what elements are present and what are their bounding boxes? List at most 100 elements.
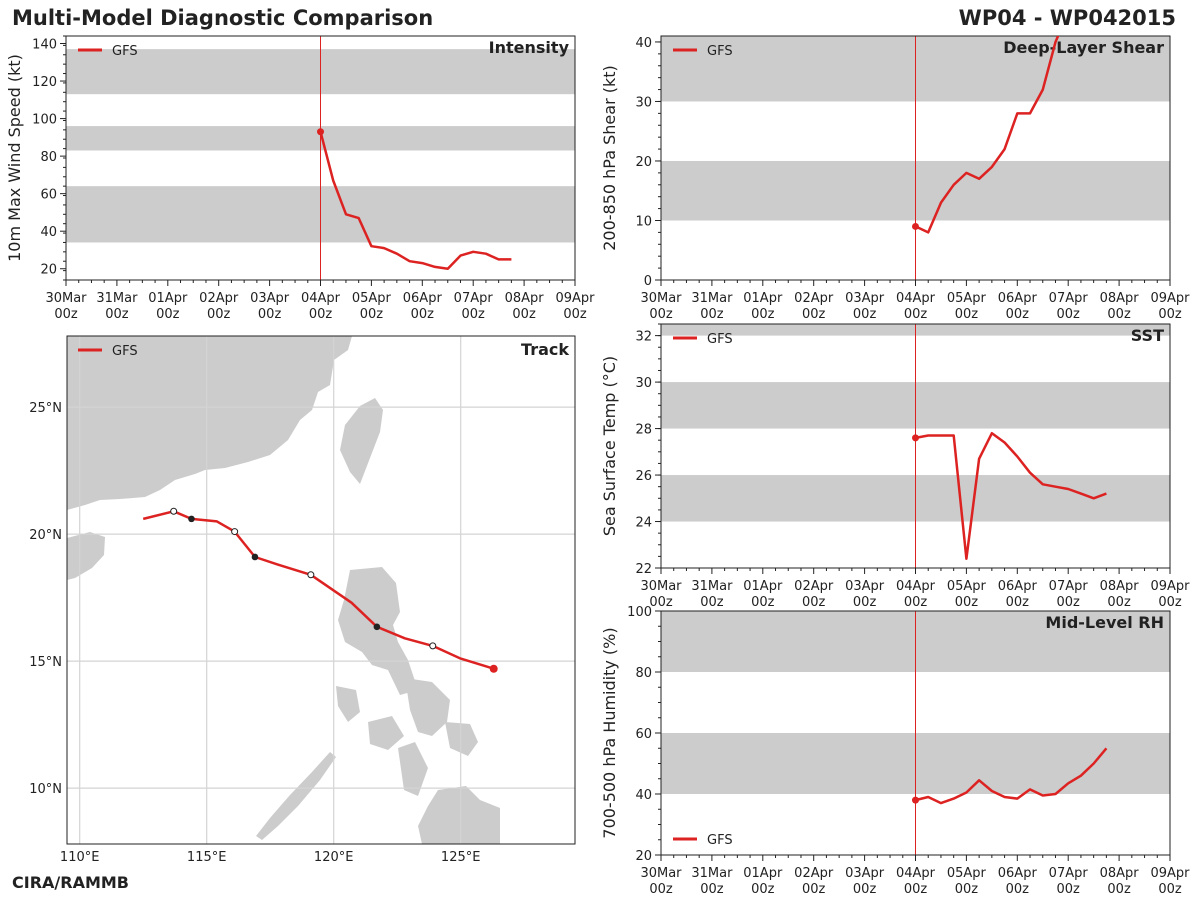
rh-xtick-hour: 00z (751, 882, 775, 897)
intensity-xtick-date: 07Apr (454, 291, 494, 306)
shear-xtick-hour: 00z (700, 307, 724, 322)
sst-xtick-date: 05Apr (947, 579, 987, 594)
rh-xtick-date: 06Apr (998, 866, 1038, 881)
intensity-xtick-hour: 00z (54, 307, 78, 322)
land-visayas (405, 678, 450, 736)
shear-xtick-hour: 00z (1107, 307, 1131, 322)
sst-title: SST (1131, 326, 1164, 345)
rh-xtick-date: 02Apr (794, 866, 834, 881)
shear-init-point (912, 222, 919, 230)
rh-xtick-hour: 00z (802, 882, 826, 897)
intensity-xtick-date: 05Apr (352, 291, 392, 306)
credit-label: CIRA/RAMMB (12, 873, 129, 892)
track-land-layer (67, 336, 500, 844)
intensity-title: Intensity (489, 38, 570, 57)
rh-xtick-hour: 00z (1107, 882, 1131, 897)
rh-series-gfs (915, 747, 1108, 805)
shear-xtick-date: 03Apr (845, 291, 885, 306)
intensity-xtick-date: 04Apr (301, 291, 341, 306)
sst-xtick-hour: 00z (751, 595, 775, 610)
rh-xtick-hour: 00z (853, 882, 877, 897)
intensity-ytick-label: 60 (40, 188, 57, 203)
shear-xtick-hour: 00z (802, 307, 826, 322)
land-taiwan (340, 398, 383, 484)
intensity-xtick-hour: 00z (462, 307, 486, 322)
rh-xtick-date: 03Apr (845, 866, 885, 881)
track-start-marker (489, 664, 498, 673)
rh-xtick-date: 31Mar (691, 866, 733, 881)
rh-xtick-hour: 00z (1057, 882, 1081, 897)
shear-chart: 01020304030Mar00z31Mar00z01Apr00z02Apr00… (600, 35, 1190, 322)
sst-ytick-label: 26 (635, 469, 652, 484)
rh-ytick-label: 80 (635, 666, 652, 681)
rh-ytick-label: 60 (635, 727, 652, 742)
track-title: Track (521, 340, 569, 359)
rh-xtick-hour: 00z (1006, 882, 1030, 897)
sst-xtick-date: 01Apr (743, 579, 783, 594)
shear-xtick-date: 31Mar (691, 291, 733, 306)
sst-ytick-label: 32 (635, 330, 652, 345)
sst-ytick-label: 24 (635, 516, 652, 531)
sst-legend-label: GFS (707, 332, 733, 347)
shear-series-gfs (914, 36, 1060, 234)
sst-xtick-hour: 00z (802, 595, 826, 610)
rh-xtick-date: 07Apr (1049, 866, 1089, 881)
track-marker-open (307, 571, 315, 579)
intensity-ylabel: 10m Max Wind Speed (kt) (5, 54, 24, 262)
intensity-xtick-date: 31Mar (96, 291, 138, 306)
shear-xtick-hour: 00z (1057, 307, 1081, 322)
intensity-legend-label: GFS (112, 44, 138, 59)
rh-xtick-date: 01Apr (743, 866, 783, 881)
sst-xtick-hour: 00z (1006, 595, 1030, 610)
rh-ytick-label: 20 (635, 849, 652, 864)
track-lat-label: 25°N (29, 401, 62, 416)
track-frame (66, 335, 576, 845)
sst-chart: 22242628303230Mar00z31Mar00z01Apr00z02Ap… (600, 323, 1190, 610)
intensity-xtick-hour: 00z (156, 307, 180, 322)
shear-xtick-date: 07Apr (1049, 291, 1089, 306)
shear-ytick-label: 20 (635, 155, 652, 170)
track-marker-open (429, 642, 437, 650)
intensity-ytick-label: 120 (32, 75, 57, 90)
rh-xtick-hour: 00z (700, 882, 724, 897)
shear-xtick-hour: 00z (751, 307, 775, 322)
sst-xtick-date: 31Mar (691, 579, 733, 594)
land-bohol (445, 722, 478, 756)
shear-xtick-hour: 00z (649, 307, 673, 322)
shear-xtick-date: 08Apr (1100, 291, 1140, 306)
land-luzon (338, 567, 418, 695)
track-lat-label: 20°N (29, 528, 62, 543)
sst-series-gfs (915, 431, 1107, 560)
intensity-xtick-date: 06Apr (403, 291, 443, 306)
storm-id: WP04 - WP042015 (958, 6, 1176, 30)
sst-xtick-date: 03Apr (845, 579, 885, 594)
rh-xtick-hour: 00z (955, 882, 979, 897)
intensity-xtick-hour: 00z (309, 307, 333, 322)
track-marker-filled (373, 623, 381, 631)
intensity-series-gfs (319, 131, 512, 270)
intensity-init-point (317, 128, 324, 136)
shear-xtick-date: 04Apr (896, 291, 936, 306)
rh-legend-label: GFS (707, 833, 733, 848)
rh-xtick-date: 08Apr (1100, 866, 1140, 881)
sst-init-point (912, 434, 919, 442)
land-mindoro (336, 686, 360, 722)
sst-xtick-date: 30Mar (640, 579, 682, 594)
land-negros (398, 742, 428, 796)
sst-xtick-hour: 00z (700, 595, 724, 610)
intensity-ytick-label: 100 (32, 113, 57, 128)
sst-ytick-label: 22 (635, 562, 652, 577)
shear-xtick-date: 06Apr (998, 291, 1038, 306)
intensity-xtick-date: 01Apr (148, 291, 188, 306)
shear-xtick-hour: 00z (1006, 307, 1030, 322)
track-lon-label: 120°E (314, 850, 354, 865)
rh-init-point (912, 796, 919, 804)
sst-ytick-label: 28 (635, 423, 652, 438)
shear-ytick-label: 30 (635, 95, 652, 110)
rh-xtick-date: 09Apr (1150, 866, 1190, 881)
page-title: Multi-Model Diagnostic Comparison (12, 6, 434, 30)
rh-ylabel: 700-500 hPa Humidity (%) (600, 627, 619, 838)
sst-xtick-date: 06Apr (998, 579, 1038, 594)
sst-xtick-hour: 00z (649, 595, 673, 610)
